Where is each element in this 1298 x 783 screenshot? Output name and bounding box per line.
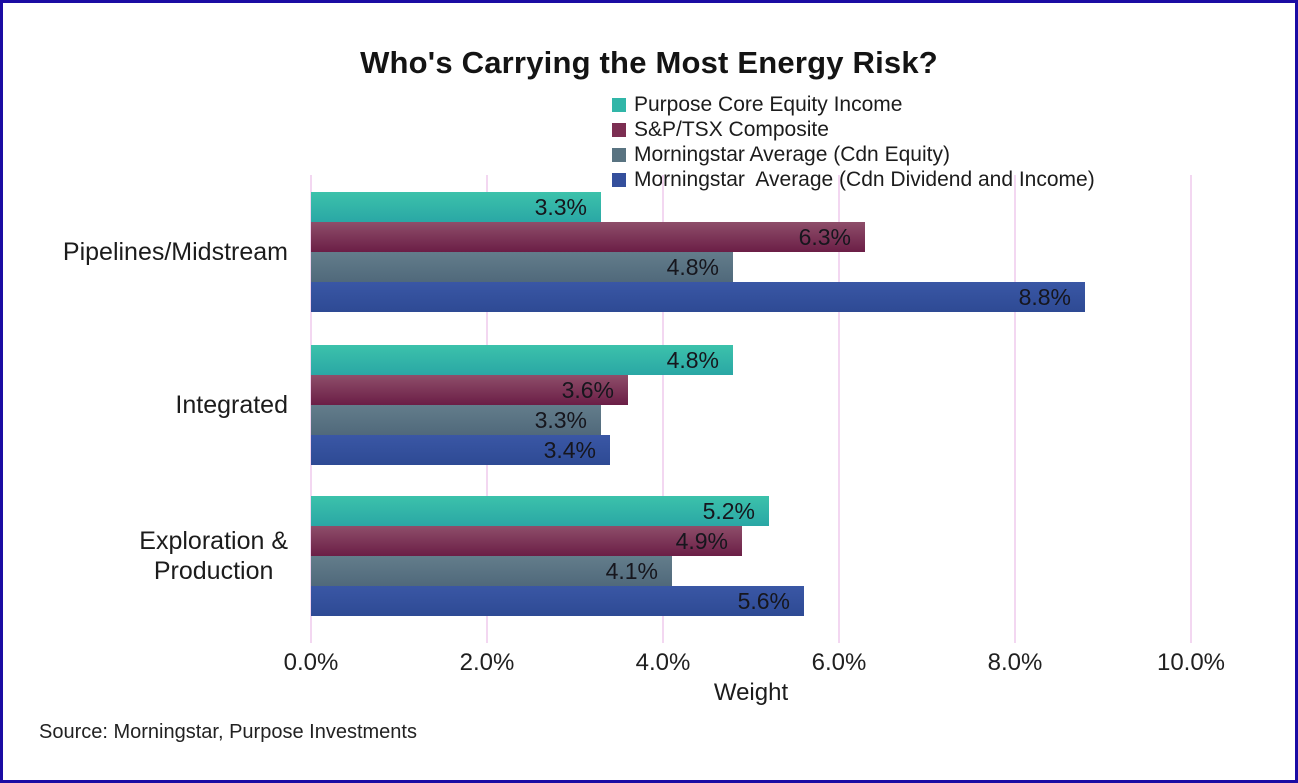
x-tick-label: 2.0% [459, 649, 515, 676]
bar: 3.4% [311, 435, 610, 465]
category-label: Integrated [175, 390, 288, 419]
bar: 8.8% [311, 282, 1085, 312]
bar-value-label: 6.3% [798, 223, 851, 250]
bar-value-label: 4.8% [666, 346, 719, 373]
bar-value-label: 4.9% [675, 527, 728, 554]
bar: 4.1% [311, 556, 672, 586]
bar: 5.2% [311, 496, 769, 526]
x-tick-label: 8.0% [987, 649, 1043, 676]
x-tick-label: 10.0% [1156, 649, 1226, 676]
legend-swatch-icon [612, 97, 626, 112]
bar: 3.3% [311, 192, 601, 222]
x-axis-label: Weight [713, 679, 789, 706]
legend-label: Morningstar Average (Cdn Equity) [634, 142, 950, 166]
bar: 4.8% [311, 252, 733, 282]
plot-area: 0.0% 2.0% 4.0% 6.0% 8.0% 10.0% Pipelines/Midst… [3, 3, 1295, 780]
legend: Purpose Core Equity Income S&P/TSX Compos… [612, 92, 1095, 192]
source-note: Source: Morningstar, Purpose Investments [39, 721, 417, 743]
bar-value-label: 5.2% [702, 497, 755, 524]
legend-item: Morningstar Average (Cdn Equity) [612, 142, 1095, 167]
gridline [662, 175, 664, 643]
legend-label: Purpose Core Equity Income [634, 92, 903, 116]
bar-value-label: 5.6% [737, 587, 790, 614]
bar-value-label: 4.8% [666, 253, 719, 280]
bar: 3.3% [311, 405, 601, 435]
bar: 3.6% [311, 375, 628, 405]
bar-value-label: 8.8% [1018, 283, 1071, 310]
legend-item: Morningstar Average (Cdn Dividend and In… [612, 167, 1095, 192]
bar-value-label: 3.6% [561, 376, 614, 403]
gridline [838, 175, 840, 643]
bar: 4.8% [311, 345, 733, 375]
legend-swatch-icon [612, 147, 626, 162]
bar-value-label: 3.3% [534, 406, 587, 433]
legend-swatch-icon [612, 122, 626, 137]
bar: 4.9% [311, 526, 742, 556]
bar: 5.6% [311, 586, 804, 616]
legend-swatch-icon [612, 172, 626, 187]
legend-label: S&P/TSX Composite [634, 117, 829, 141]
x-tick-label: 4.0% [635, 649, 691, 676]
legend-item: S&P/TSX Composite [612, 117, 1095, 142]
gridline [1014, 175, 1016, 643]
bar-value-label: 3.4% [543, 436, 596, 463]
x-tick-label: 6.0% [811, 649, 867, 676]
legend-item: Purpose Core Equity Income [612, 92, 1095, 117]
x-tick-label: 0.0% [283, 649, 339, 676]
bar-value-label: 3.3% [534, 193, 587, 220]
gridline [1190, 175, 1192, 643]
legend-label: Morningstar Average (Cdn Dividend and In… [634, 167, 1095, 191]
bar-value-label: 4.1% [605, 557, 658, 584]
category-label: Pipelines/Midstream [62, 237, 288, 266]
chart-title: Who's Carrying the Most Energy Risk? [360, 45, 938, 80]
bar: 6.3% [311, 222, 865, 252]
category-label: Exploration & Production [139, 526, 288, 586]
